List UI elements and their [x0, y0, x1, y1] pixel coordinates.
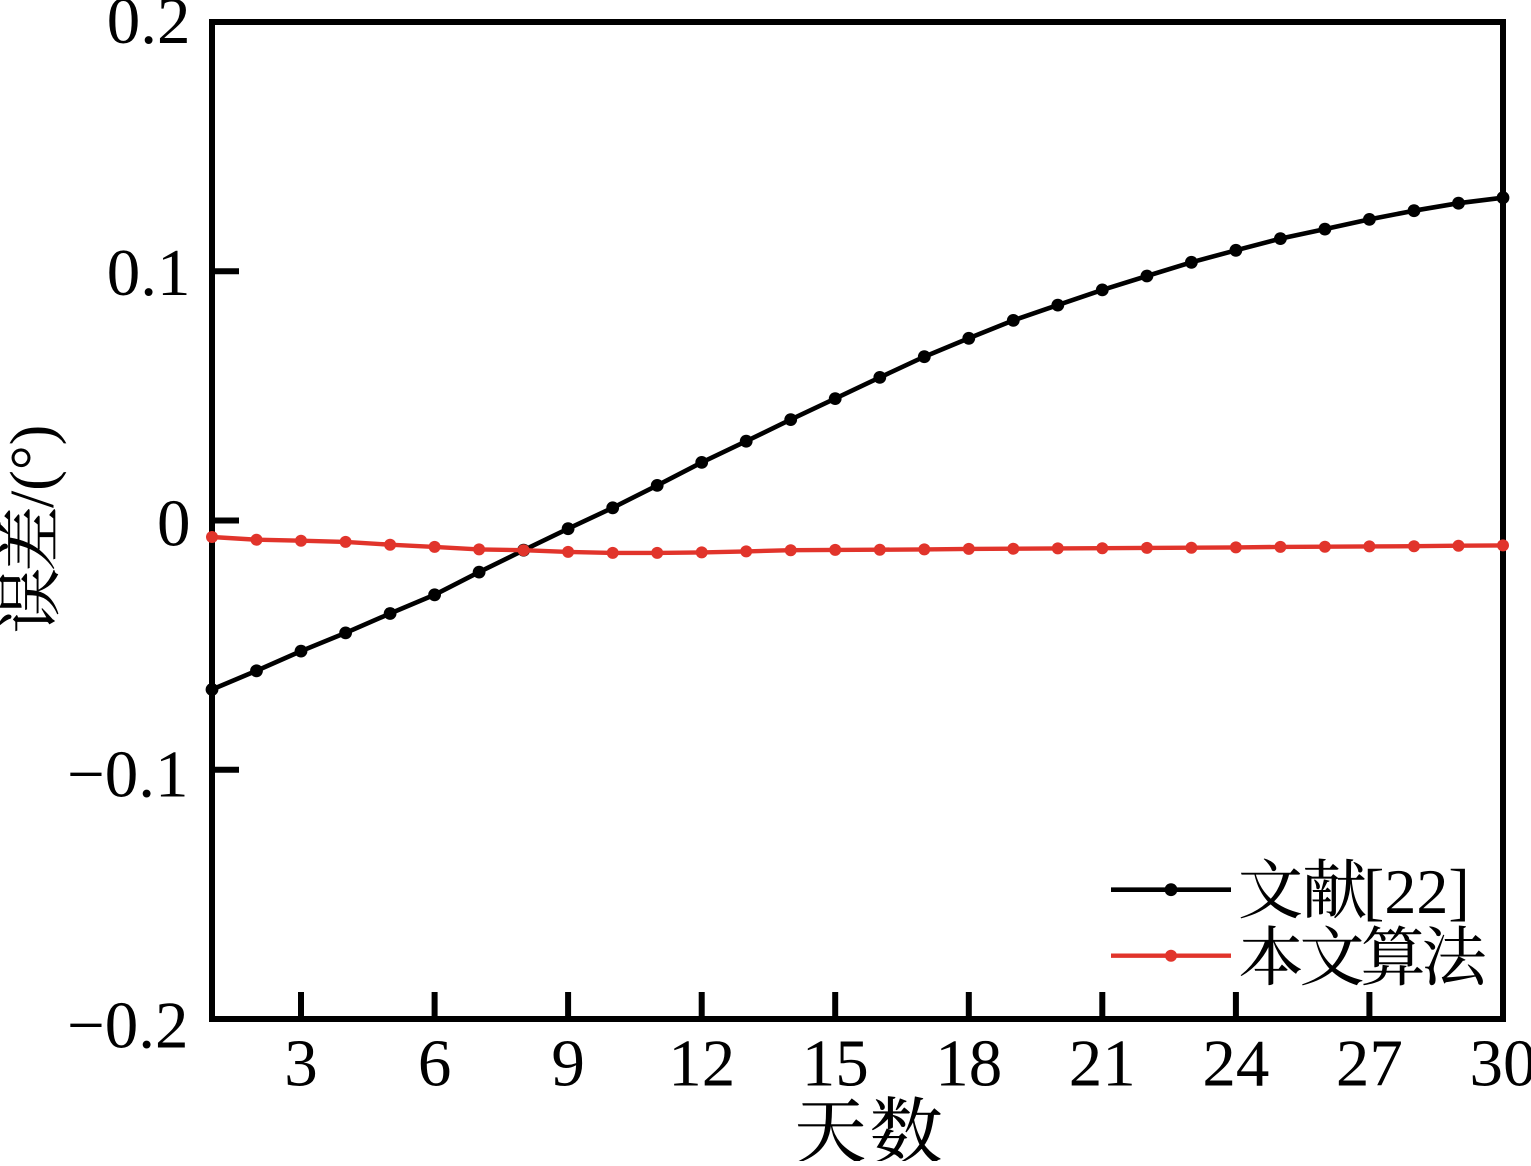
svg-text:18: 18	[935, 1027, 1002, 1101]
svg-text:0.1: 0.1	[107, 236, 191, 310]
svg-text:27: 27	[1336, 1027, 1403, 1101]
svg-text:15: 15	[802, 1027, 869, 1101]
svg-text:0: 0	[157, 487, 191, 561]
svg-text:0.2: 0.2	[107, 0, 191, 58]
svg-text:9: 9	[551, 1027, 585, 1101]
svg-text:−0.2: −0.2	[67, 989, 189, 1063]
svg-text:6: 6	[418, 1027, 452, 1101]
svg-text:/(°): /(°)	[0, 425, 67, 508]
svg-text:12: 12	[668, 1027, 735, 1101]
svg-text:3: 3	[284, 1027, 318, 1101]
svg-text:[22]: [22]	[1363, 856, 1470, 927]
svg-text:30: 30	[1470, 1027, 1531, 1101]
svg-text:−0.1: −0.1	[67, 738, 189, 812]
svg-text:24: 24	[1202, 1027, 1269, 1101]
svg-text:21: 21	[1069, 1027, 1136, 1101]
